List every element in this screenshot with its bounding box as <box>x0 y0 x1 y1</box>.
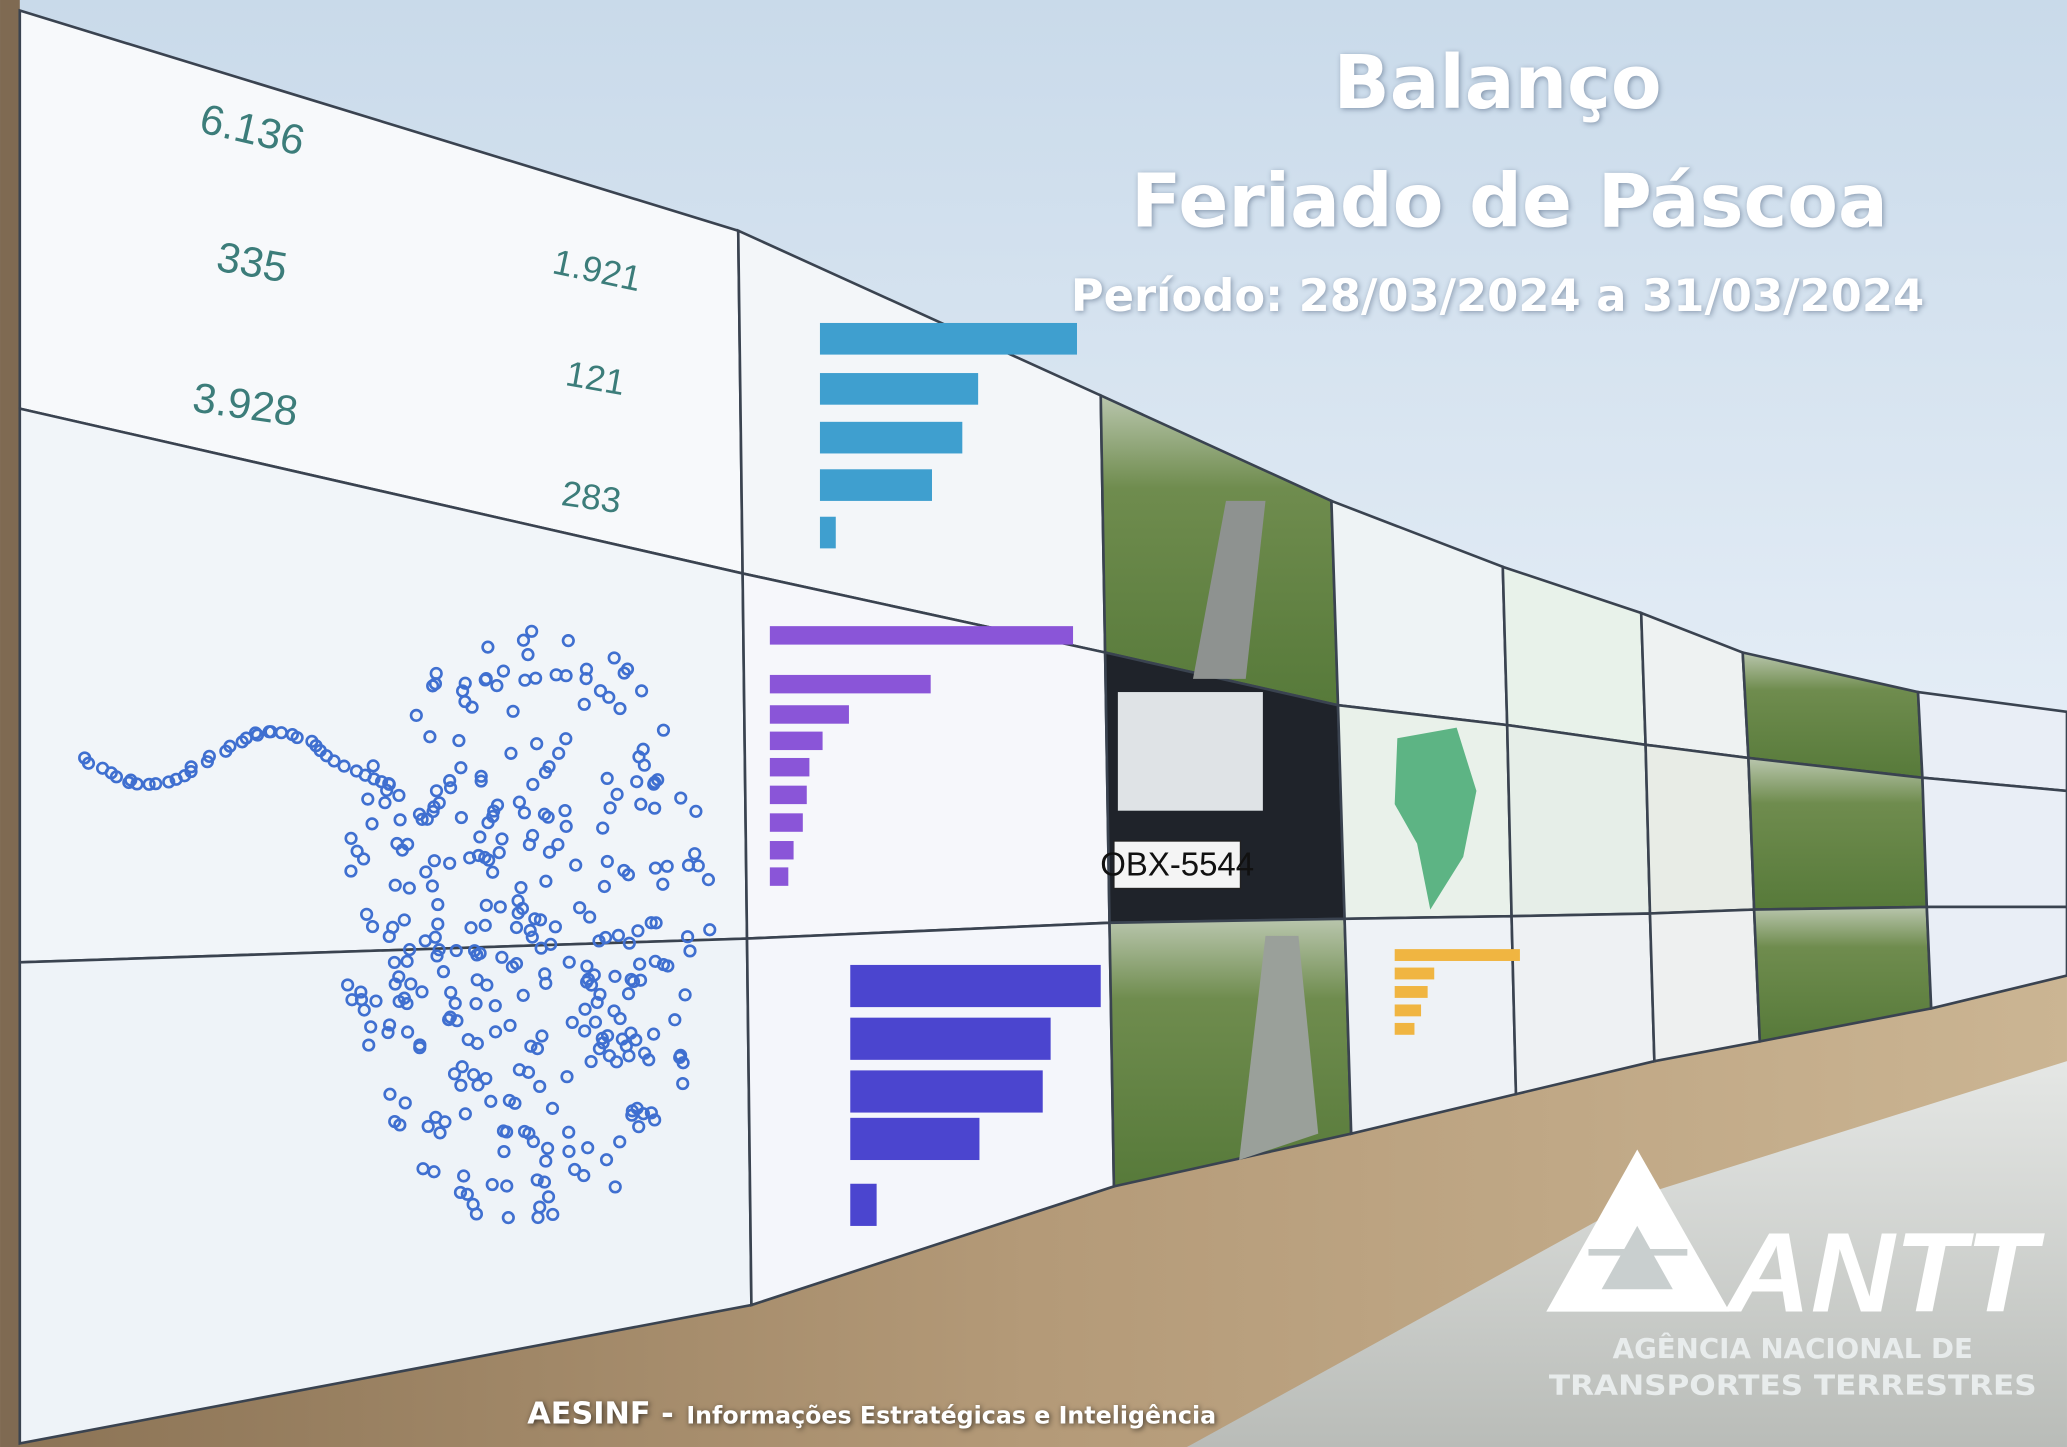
screen-bar <box>820 323 1077 355</box>
screen-bar <box>820 469 932 501</box>
screen-bar <box>850 965 1100 1007</box>
screen-bar <box>770 705 849 723</box>
footer-text: Informações Estratégicas e Inteligência <box>686 1402 1216 1430</box>
screen-panel <box>1922 778 2067 907</box>
screen-bar <box>820 373 978 405</box>
screen-bar <box>770 786 807 804</box>
screen-bar <box>1395 949 1520 961</box>
screen-bar <box>770 626 1073 644</box>
footer: AESINF - Informações Estratégicas e Inte… <box>527 1397 1216 1432</box>
plate-text: OBX-5544 <box>1100 845 1254 882</box>
screen-bar <box>850 1184 876 1226</box>
camera-view <box>1118 692 1263 811</box>
screen-bar <box>850 1070 1042 1112</box>
page: {"title": {"line1": "Balanço", "line2": … <box>0 0 2067 1447</box>
logo-name: ANTT <box>1724 1210 2046 1337</box>
screen-panel <box>1345 916 1516 1134</box>
screen-panel <box>1507 725 1650 916</box>
cover-image: 6.136 335 3.928 1.921 121 283 OBX-5544 B… <box>0 0 2067 1447</box>
screen-bar <box>850 1118 979 1160</box>
screen-bar <box>820 517 836 549</box>
screen-bar <box>1395 1023 1415 1035</box>
screen-bar <box>770 675 931 693</box>
screen-bar <box>1395 986 1428 998</box>
screen-bar <box>770 758 810 776</box>
screen-panel <box>1646 745 1755 914</box>
screen-bar <box>770 867 788 885</box>
footer-org: AESINF - <box>527 1397 673 1432</box>
screen-panel <box>1512 914 1655 1095</box>
screen-bar <box>1395 1004 1421 1016</box>
screen-bar <box>770 732 823 750</box>
logo-line2: TRANSPORTES TERRESTRES <box>1549 1369 2037 1402</box>
title-line: Feriado de Páscoa <box>1131 159 1888 245</box>
logo-line1: AGÊNCIA NACIONAL DE <box>1613 1331 1973 1365</box>
screen-bar <box>820 422 962 454</box>
screen-panel <box>1650 910 1760 1062</box>
period: Período: 28/03/2024 a 31/03/2024 <box>1071 269 1924 322</box>
screen-bar <box>850 1018 1050 1060</box>
screen-bar <box>770 813 803 831</box>
screen-bar <box>770 841 794 859</box>
wall-edge <box>0 0 20 1447</box>
title-line: Balanço <box>1333 40 1661 126</box>
screen-panel <box>1748 758 1926 910</box>
screen-bar <box>1395 968 1435 980</box>
screen-number: 283 <box>559 473 623 521</box>
